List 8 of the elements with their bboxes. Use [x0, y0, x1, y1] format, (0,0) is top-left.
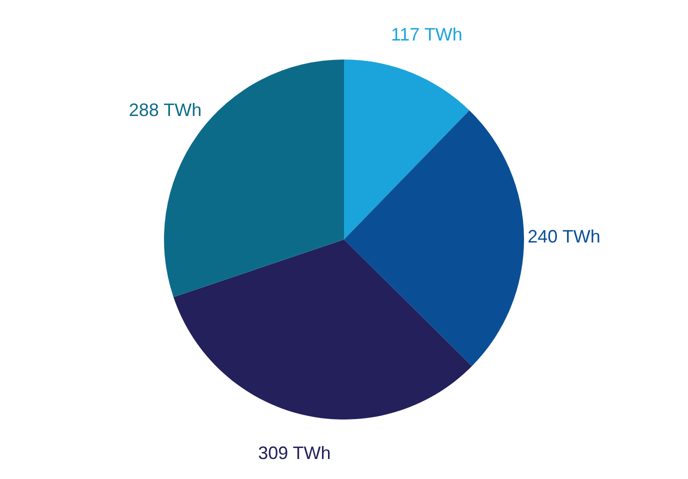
- pie-slice: [344, 110, 524, 366]
- data-label: 288 TWh: [128, 100, 202, 120]
- data-label: 240 TWh: [528, 226, 600, 246]
- data-label: 309 TWh: [258, 442, 331, 463]
- data-label: 117 TWh: [390, 24, 462, 45]
- pie-slice: [164, 60, 344, 298]
- pie-slice: [173, 240, 472, 420]
- pie-slice: [344, 60, 470, 240]
